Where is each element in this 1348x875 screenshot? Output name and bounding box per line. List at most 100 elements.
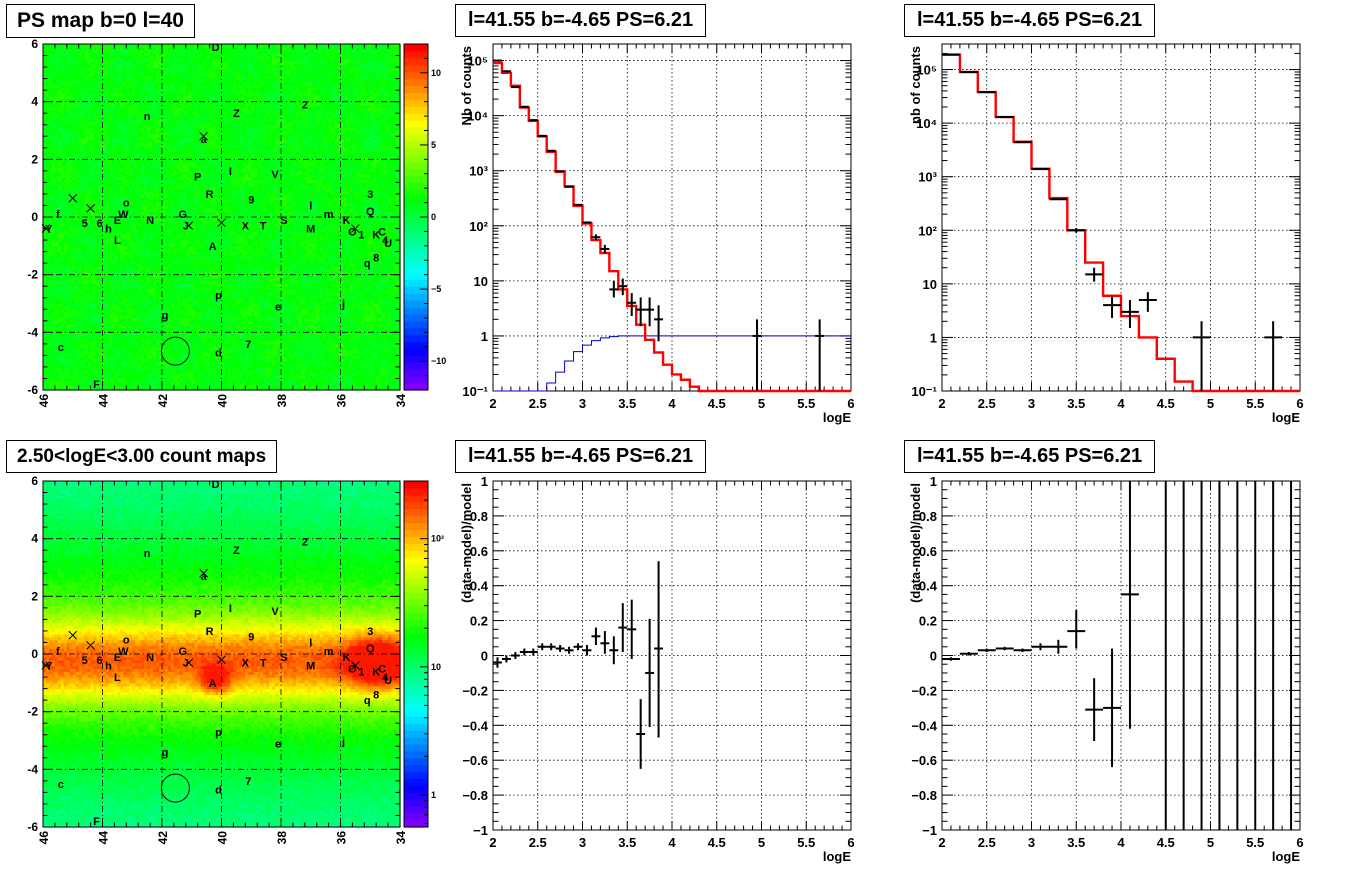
- map-pixel: [87, 312, 92, 316]
- map-pixel: [123, 309, 127, 313]
- map-pixel: [150, 358, 154, 362]
- map-pixel: [120, 46, 124, 51]
- map-pixel: [87, 291, 92, 296]
- map-pixel: [162, 159, 166, 163]
- map-pixel: [126, 162, 130, 166]
- map-pixel: [147, 231, 151, 235]
- map-pixel: [138, 81, 142, 85]
- map-pixel: [93, 84, 98, 88]
- map-pixel: [81, 150, 86, 155]
- map-pixel: [126, 254, 130, 258]
- map-pixel: [102, 69, 107, 74]
- map-pixel: [51, 144, 56, 149]
- map-pixel: [78, 320, 83, 325]
- map-pixel: [153, 75, 157, 80]
- map-pixel: [63, 167, 68, 172]
- map-pixel: [69, 78, 74, 83]
- map-pixel: [60, 142, 65, 146]
- map-pixel: [51, 219, 56, 224]
- map-pixel: [57, 228, 62, 233]
- map-pixel: [90, 300, 95, 305]
- map-pixel: [99, 283, 104, 287]
- map-pixel: [75, 211, 80, 215]
- map-pixel: [129, 329, 133, 333]
- map-pixel: [102, 329, 107, 333]
- map-pixel: [60, 67, 65, 71]
- map-pixel: [45, 162, 50, 166]
- map-pixel: [111, 335, 115, 339]
- map-pixel: [102, 176, 107, 181]
- map-pixel: [75, 150, 80, 155]
- map-pixel: [93, 291, 98, 296]
- map-pixel: [150, 182, 154, 186]
- map-pixel: [57, 144, 62, 149]
- map-pixel: [96, 300, 101, 305]
- map-pixel: [114, 118, 118, 123]
- map-pixel: [54, 98, 59, 103]
- map-pixel: [105, 208, 110, 212]
- map-pixel: [156, 257, 160, 261]
- map-pixel: [57, 193, 62, 198]
- map-pixel: [51, 127, 56, 132]
- map-pixel: [54, 208, 59, 212]
- map-pixel: [147, 280, 151, 284]
- map-pixel: [105, 58, 110, 62]
- map-pixel: [162, 205, 166, 209]
- map-pixel: [117, 196, 121, 201]
- map-pixel: [120, 165, 124, 169]
- map-pixel: [105, 225, 110, 230]
- map-pixel: [164, 260, 169, 264]
- map-pixel: [141, 113, 145, 117]
- map-pixel: [150, 303, 154, 307]
- map-pixel: [54, 133, 59, 137]
- map-pixel: [45, 133, 50, 137]
- map-pixel: [72, 170, 77, 175]
- map-pixel: [51, 323, 56, 328]
- map-pixel: [108, 156, 113, 160]
- map-pixel: [69, 257, 74, 261]
- map-pixel: [43, 222, 47, 227]
- map-pixel: [51, 118, 56, 123]
- map-pixel: [114, 361, 118, 365]
- map-pixel: [108, 173, 113, 178]
- map-pixel: [51, 274, 56, 279]
- map-pixel: [159, 90, 163, 94]
- map-pixel: [126, 211, 130, 215]
- map-pixel: [111, 306, 115, 310]
- map-pixel: [54, 185, 59, 189]
- map-pixel: [138, 245, 142, 250]
- map-pixel: [45, 118, 50, 123]
- map-pixel: [123, 315, 127, 319]
- map-pixel: [96, 323, 101, 328]
- map-pixel: [78, 118, 83, 123]
- map-pixel: [99, 317, 104, 322]
- map-pixel: [78, 225, 83, 230]
- map-pixel: [75, 300, 80, 305]
- map-pixel: [99, 355, 104, 359]
- map-pixel: [48, 329, 53, 333]
- map-pixel: [111, 113, 115, 117]
- map-pixel: [162, 248, 166, 253]
- map-pixel: [141, 90, 145, 94]
- map-pixel: [150, 240, 154, 244]
- map-pixel: [90, 369, 95, 374]
- map-pixel: [43, 188, 47, 192]
- map-pixel: [159, 196, 163, 201]
- map-pixel: [135, 251, 139, 256]
- map-pixel: [108, 381, 113, 385]
- map-pixel: [99, 358, 104, 362]
- map-pixel: [135, 78, 139, 83]
- map-pixel: [105, 191, 110, 195]
- map-pixel: [147, 378, 151, 382]
- map-pixel: [99, 127, 104, 132]
- map-pixel: [99, 90, 104, 94]
- map-pixel: [120, 381, 124, 385]
- map-pixel: [132, 366, 136, 371]
- map-pixel: [99, 87, 104, 91]
- map-pixel: [72, 219, 77, 224]
- map-pixel: [153, 191, 157, 195]
- map-pixel: [126, 150, 130, 155]
- map-pixel: [78, 355, 83, 359]
- map-pixel: [132, 306, 136, 310]
- map-pixel: [78, 55, 83, 60]
